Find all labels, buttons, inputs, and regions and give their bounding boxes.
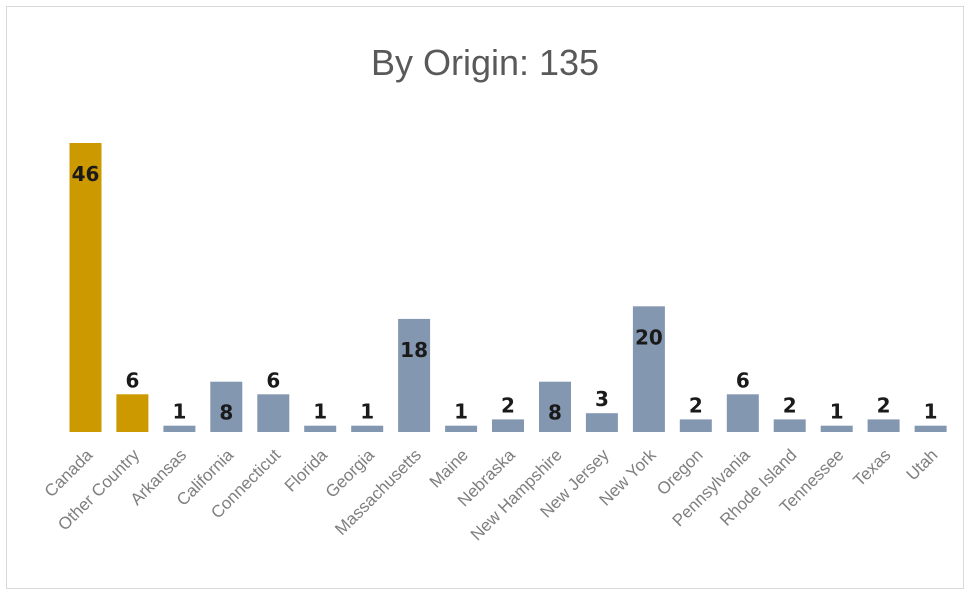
bar-massachusetts: [398, 318, 431, 432]
bar-connecticut: [257, 394, 290, 432]
category-label: Utah: [903, 445, 942, 484]
data-label: 6: [125, 368, 139, 392]
data-label: 1: [313, 400, 327, 424]
bar-florida: [304, 425, 337, 432]
chart-frame: [6, 6, 964, 589]
data-label: 18: [400, 338, 428, 362]
data-label: 3: [595, 387, 609, 411]
bar-maine: [445, 425, 478, 432]
data-label: 20: [635, 325, 663, 349]
category-label: Other Country: [54, 445, 143, 534]
bar-tennessee: [820, 425, 853, 432]
bar-california: [210, 381, 243, 432]
bar-other-country: [116, 394, 149, 432]
data-label: 2: [501, 393, 515, 417]
data-label: 1: [830, 400, 844, 424]
chart-title: By Origin: 135: [370, 42, 600, 83]
data-label: 6: [266, 368, 280, 392]
data-label: 8: [219, 401, 233, 425]
bar-new-york: [632, 306, 665, 432]
bar-oregon: [679, 419, 712, 432]
data-label: 1: [924, 400, 938, 424]
data-label: 46: [72, 162, 100, 186]
data-label: 2: [689, 393, 703, 417]
data-label: 1: [454, 400, 468, 424]
bar-texas: [867, 419, 900, 432]
bar-nebraska: [492, 419, 524, 432]
category-label: Texas: [850, 445, 895, 490]
bar-pennsylvania: [726, 394, 759, 432]
data-label: 2: [877, 393, 891, 417]
data-label: 1: [360, 400, 374, 424]
bar-canada: [69, 143, 102, 432]
bar-new-jersey: [585, 413, 618, 432]
bar-rhode-island: [773, 419, 806, 432]
category-label: Massachusetts: [331, 445, 425, 539]
data-label: 2: [783, 393, 797, 417]
bar-new-hampshire: [539, 381, 571, 432]
bar-utah: [914, 425, 947, 432]
bar-georgia: [351, 425, 384, 432]
data-label: 1: [172, 400, 186, 424]
data-label: 6: [736, 368, 750, 392]
data-label: 8: [548, 401, 562, 425]
bar-arkansas: [163, 425, 196, 432]
